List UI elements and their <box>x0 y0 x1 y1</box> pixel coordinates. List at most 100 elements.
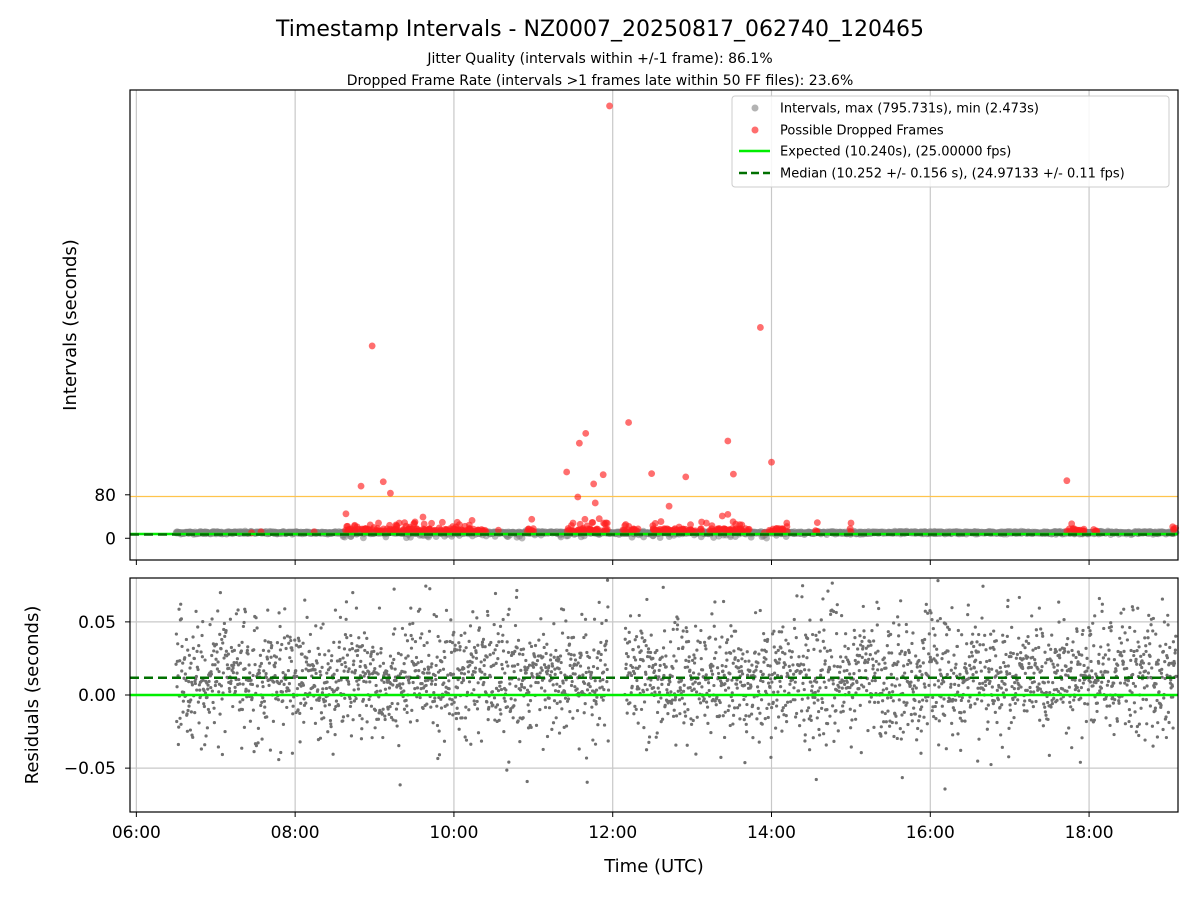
residual-point <box>424 683 428 688</box>
residual-point <box>787 664 791 668</box>
residual-point <box>247 689 251 693</box>
residual-point <box>497 718 501 722</box>
residual-point <box>383 717 387 722</box>
residual-point <box>518 688 523 692</box>
dropped-frame-point <box>524 525 532 533</box>
dropped-frame-point <box>732 520 740 528</box>
residual-point <box>819 618 823 622</box>
residual-point <box>485 700 489 704</box>
residual-point <box>385 669 389 673</box>
residual-point <box>676 646 681 651</box>
residual-point <box>360 727 364 731</box>
residual-point <box>418 607 422 611</box>
residual-point <box>603 663 607 667</box>
residual-point <box>692 687 696 691</box>
residual-point <box>420 681 424 686</box>
residual-point <box>675 627 679 631</box>
residual-point <box>405 710 409 715</box>
residual-point <box>723 710 727 714</box>
residual-point <box>349 700 353 704</box>
residual-point <box>282 636 287 640</box>
residual-point <box>704 700 709 704</box>
residual-point <box>800 709 804 713</box>
residual-point <box>414 668 418 673</box>
residual-point <box>777 715 781 719</box>
residual-point <box>908 683 912 688</box>
residual-point <box>198 688 202 692</box>
residual-point <box>438 668 442 673</box>
residual-point <box>399 686 403 690</box>
residual-point <box>269 641 273 645</box>
residual-point <box>429 705 433 709</box>
residual-point <box>793 680 797 684</box>
residual-point <box>805 709 809 713</box>
residual-point <box>360 717 364 721</box>
residual-point <box>287 641 291 645</box>
residual-point <box>914 686 918 690</box>
residual-point <box>506 650 511 655</box>
residual-point <box>885 643 889 648</box>
residual-point <box>553 689 558 693</box>
residual-point <box>776 648 780 653</box>
residual-point <box>940 657 944 661</box>
residual-point <box>839 655 843 659</box>
residual-point <box>880 710 884 714</box>
residual-point <box>664 654 668 658</box>
residual-point <box>736 659 740 663</box>
residual-point <box>507 607 511 611</box>
residual-point <box>245 648 250 653</box>
residual-point <box>843 644 847 648</box>
residual-point <box>549 653 553 657</box>
residual-point <box>493 591 498 596</box>
residual-point <box>808 748 812 752</box>
residual-point <box>329 722 333 726</box>
residual-point <box>247 663 251 667</box>
residual-point <box>449 650 454 654</box>
residual-point <box>428 587 432 591</box>
residual-point <box>876 668 880 672</box>
residual-point <box>373 726 377 730</box>
residual-point <box>785 719 789 724</box>
residual-point <box>932 644 936 648</box>
residual-point <box>301 683 306 687</box>
residual-point <box>937 719 941 723</box>
residual-point <box>321 622 325 626</box>
residual-point <box>882 656 886 660</box>
residual-point <box>889 672 893 676</box>
residual-point <box>268 748 273 752</box>
residual-point <box>943 713 947 717</box>
residual-point <box>263 705 267 709</box>
residual-point <box>674 659 678 663</box>
residual-point <box>671 714 676 718</box>
residual-point <box>576 661 580 665</box>
residual-point <box>255 626 259 630</box>
residual-point <box>778 657 782 661</box>
residual-point <box>553 672 557 676</box>
dropped-frame-point <box>1090 526 1098 533</box>
residual-point <box>418 695 422 700</box>
legend: Intervals, max (795.731s), min (2.473s) … <box>731 95 1170 188</box>
residual-point <box>195 688 199 692</box>
residual-point <box>307 649 312 654</box>
residual-point <box>803 739 807 743</box>
residual-point <box>415 686 420 690</box>
residual-point <box>917 658 921 663</box>
residual-point <box>692 661 697 665</box>
residual-point <box>462 672 467 676</box>
residual-point <box>889 632 893 637</box>
residual-point <box>922 646 926 650</box>
residual-point <box>443 655 447 660</box>
residual-point <box>634 707 638 711</box>
residual-point <box>691 718 695 723</box>
residual-point <box>971 632 975 636</box>
residual-point <box>778 679 782 683</box>
residual-point <box>680 696 684 700</box>
residual-point <box>936 619 940 623</box>
residual-point <box>580 612 584 616</box>
residual-point <box>469 742 473 746</box>
residual-point <box>383 714 387 718</box>
residual-point <box>927 632 931 636</box>
residual-point <box>405 639 410 643</box>
residual-point <box>868 700 872 704</box>
residual-point <box>249 678 253 682</box>
